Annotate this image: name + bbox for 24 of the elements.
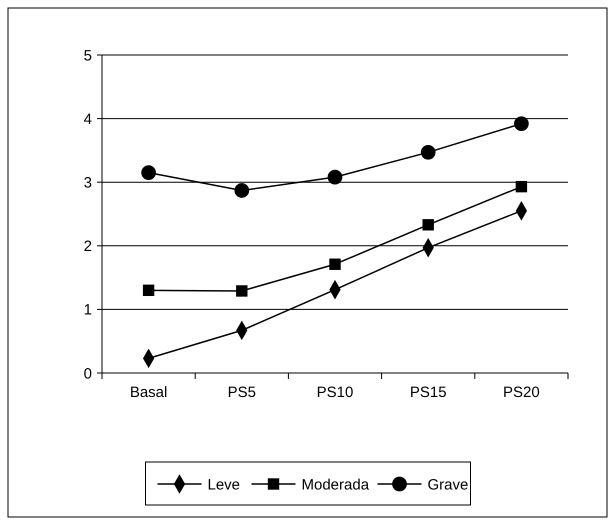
point: [422, 219, 434, 231]
legend-label: Moderada: [302, 476, 370, 494]
point: [234, 183, 250, 198]
x-tick-label: PS5: [228, 384, 256, 401]
x-tick-label: Basal: [130, 384, 168, 401]
y-tick-label: 4: [84, 110, 92, 128]
legend-label: Leve: [208, 476, 240, 494]
x-tick-label: PS15: [410, 384, 447, 401]
y-tick-label: 5: [84, 47, 92, 64]
y-tick-label: 1: [84, 302, 92, 319]
x-tick-label: PS20: [503, 384, 540, 401]
y-tick-label: 3: [84, 174, 92, 192]
point: [420, 144, 436, 160]
y-tick-label: 2: [84, 238, 92, 256]
legend-label: Grave: [428, 476, 468, 494]
point: [142, 284, 154, 296]
point: [236, 285, 248, 297]
point: [516, 180, 528, 192]
point: [328, 170, 342, 184]
point: [329, 258, 341, 270]
y-tick-label: 0: [84, 365, 92, 382]
x-tick-label: PS10: [316, 384, 354, 401]
point: [514, 116, 529, 132]
point: [141, 165, 156, 180]
